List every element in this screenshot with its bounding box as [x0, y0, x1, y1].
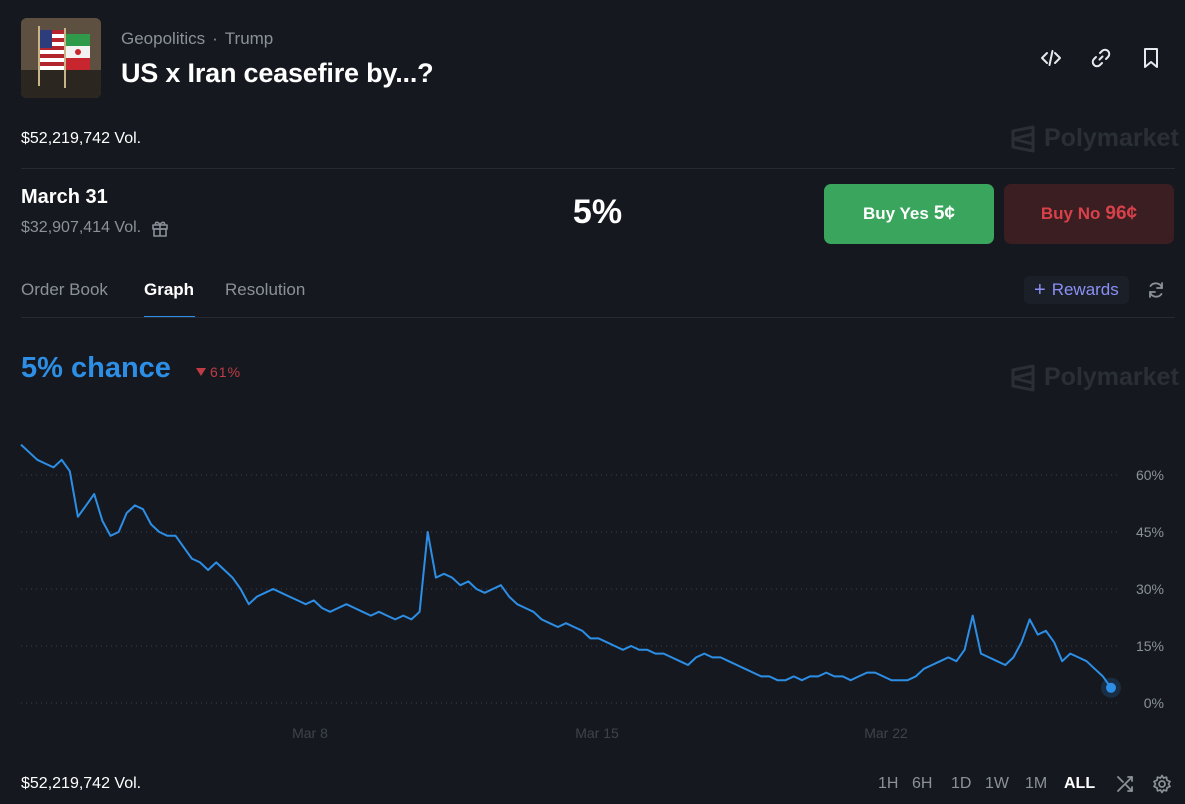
y-tick-label: 45%	[1136, 524, 1164, 540]
rewards-label: Rewards	[1051, 280, 1119, 299]
outcome-name: March 31	[21, 186, 108, 208]
buy-yes-label: Buy Yes	[863, 204, 929, 223]
divider	[21, 317, 1175, 318]
price-chart[interactable]: 60% 45% 30% 15% 0% Mar 8 Mar 15 Mar 22	[0, 400, 1185, 750]
settings-gear-icon[interactable]	[1152, 774, 1172, 799]
bookmark-icon[interactable]	[1137, 44, 1165, 72]
y-tick-label: 0%	[1144, 695, 1164, 711]
chance-label: 5% chance	[21, 352, 171, 384]
buy-yes-price: 5¢	[933, 203, 955, 224]
breadcrumb-separator: ·	[212, 29, 218, 48]
embed-code-icon[interactable]	[1037, 44, 1065, 72]
tab-graph[interactable]: Graph	[144, 280, 195, 299]
polymarket-logo-icon	[1011, 364, 1035, 391]
buy-no-button[interactable]: Buy No 96¢	[1004, 184, 1174, 244]
buy-yes-button[interactable]: Buy Yes 5¢	[824, 184, 994, 244]
polymarket-watermark: Polymarket	[1010, 124, 1179, 153]
price-line	[20, 443, 1112, 689]
total-volume-footer: $52,219,742 Vol.	[21, 775, 142, 792]
outcome-volume-row: $32,907,414 Vol.	[21, 219, 169, 237]
breadcrumb-tag[interactable]: Trump	[224, 29, 274, 48]
y-tick-label: 60%	[1136, 467, 1164, 483]
polymarket-logo-icon	[1011, 125, 1035, 152]
divider	[21, 168, 1175, 169]
x-tick-label: Mar 15	[575, 725, 619, 741]
down-triangle-icon	[196, 367, 206, 376]
buy-no-label: Buy No	[1040, 204, 1101, 223]
y-tick-label: 15%	[1136, 638, 1164, 654]
x-tick-label: Mar 22	[864, 725, 908, 741]
range-1d[interactable]: 1D	[951, 775, 972, 792]
watermark-label: Polymarket	[1044, 124, 1179, 152]
market-title: US x Iran ceasefire by...?	[121, 58, 434, 88]
plus-icon: +	[1034, 279, 1046, 301]
breadcrumb: Geopolitics · Trump	[121, 29, 273, 49]
shuffle-icon[interactable]	[1115, 774, 1135, 799]
link-icon[interactable]	[1087, 44, 1115, 72]
buy-no-price: 96¢	[1105, 203, 1138, 224]
breadcrumb-category[interactable]: Geopolitics	[121, 29, 206, 48]
x-tick-label: Mar 8	[292, 725, 328, 741]
range-6h[interactable]: 6H	[912, 775, 933, 792]
flags-image	[21, 18, 101, 98]
watermark-label: Polymarket	[1044, 363, 1179, 391]
range-1w[interactable]: 1W	[985, 775, 1009, 792]
current-point[interactable]	[1106, 682, 1116, 693]
total-volume: $52,219,742 Vol.	[21, 130, 142, 147]
change-value: 61%	[210, 364, 242, 380]
refresh-icon[interactable]	[1146, 280, 1166, 305]
polymarket-watermark: Polymarket	[1010, 363, 1179, 392]
range-1m[interactable]: 1M	[1025, 775, 1048, 792]
market-thumbnail	[21, 18, 101, 98]
rewards-button[interactable]: + Rewards	[1024, 276, 1129, 304]
tab-order-book[interactable]: Order Book	[21, 280, 108, 299]
range-all[interactable]: ALL	[1064, 775, 1096, 792]
range-1h[interactable]: 1H	[878, 775, 899, 792]
tab-resolution[interactable]: Resolution	[225, 280, 306, 299]
x-axis-ticks: Mar 8 Mar 15 Mar 22	[292, 725, 908, 741]
change-indicator: 61%	[196, 364, 241, 380]
outcome-volume: $32,907,414 Vol.	[21, 219, 142, 236]
chart-grid	[21, 474, 1120, 704]
gift-icon[interactable]	[151, 219, 169, 237]
y-tick-label: 30%	[1136, 581, 1164, 597]
outcome-probability: 5%	[572, 193, 623, 231]
y-axis-ticks: 60% 45% 30% 15% 0%	[1136, 467, 1164, 711]
